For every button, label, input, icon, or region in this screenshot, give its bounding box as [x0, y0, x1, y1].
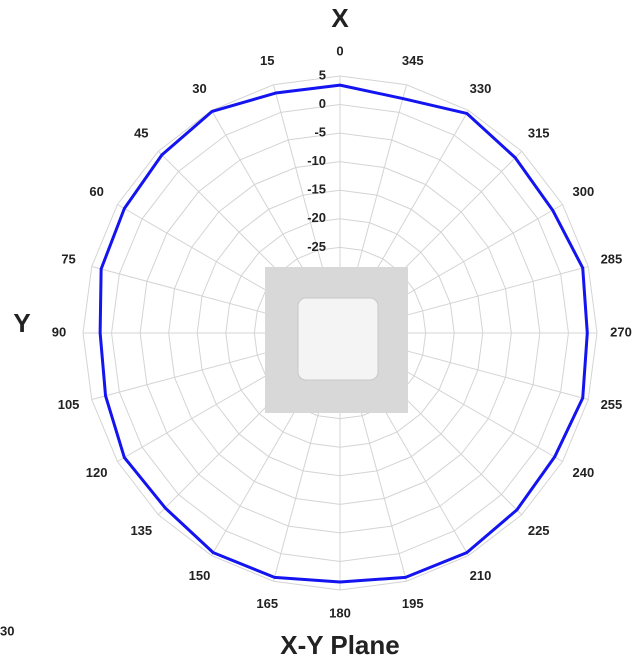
angle-label: 150 [189, 568, 211, 583]
angle-label: 90 [52, 324, 66, 339]
r-tick-label: -20 [307, 210, 326, 225]
r-tick-label: -10 [307, 153, 326, 168]
angle-label: 60 [89, 184, 103, 199]
angle-label: 105 [58, 397, 80, 412]
angle-label: 285 [601, 252, 623, 267]
angle-label: 315 [528, 126, 550, 141]
plot [98, 83, 589, 584]
angle-label: 225 [528, 523, 550, 538]
angle-label: 195 [402, 596, 424, 611]
angle-label: 255 [601, 397, 623, 412]
angle-label: 135 [130, 523, 152, 538]
angle-label: 75 [61, 252, 75, 267]
angle-label: 180 [329, 605, 351, 620]
r-tick-label: 0 [319, 96, 326, 111]
r-tick-label: -15 [307, 182, 326, 197]
corner-label: 30 [0, 623, 14, 638]
r-tick-label: -5 [314, 125, 326, 140]
angle-label: 240 [573, 465, 595, 480]
angle-label: 345 [402, 53, 424, 68]
r-tick-label: 5 [319, 67, 326, 82]
angle-label: 120 [86, 465, 108, 480]
y-axis-label: Y [13, 308, 30, 338]
angle-label: 45 [134, 126, 148, 141]
x-axis-label: X [331, 3, 349, 33]
angle-label: 165 [256, 596, 278, 611]
angle-label: 15 [260, 53, 274, 68]
pattern-line [98, 83, 589, 584]
angle-label: 330 [470, 81, 492, 96]
r-tick-label: -25 [307, 239, 326, 254]
angle-label: 30 [192, 81, 206, 96]
angle-label: 210 [470, 568, 492, 583]
chart-title: X-Y Plane [280, 630, 399, 660]
angle-label: 0 [336, 43, 343, 58]
device-body [297, 297, 379, 381]
angle-label: 300 [573, 184, 595, 199]
angle-label: 270 [610, 324, 632, 339]
